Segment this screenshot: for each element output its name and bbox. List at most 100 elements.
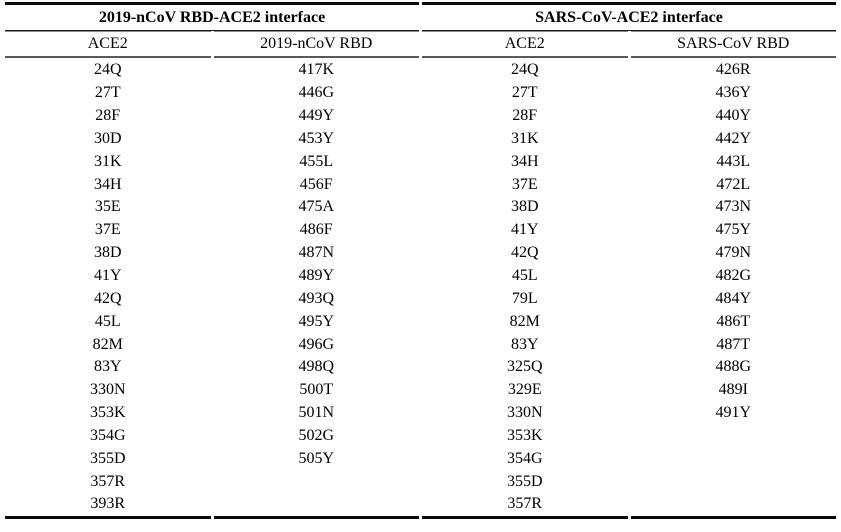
residue-cell: 455L [299,152,334,170]
table-row: 27T 446G 27T 436Y [5,82,836,105]
table-row: 28F 449Y 28F 440Y [5,105,836,128]
residue-cell: 436Y [715,84,752,102]
table-header: 2019-nCoV RBD-ACE2 interface SARS-CoV-AC… [5,2,836,58]
residue-cell: 83Y [510,335,539,353]
residue-cell: 472L [716,175,751,193]
column-header-row: ACE2 2019-nCoV RBD ACE2 SARS-CoV RBD [5,31,836,58]
residue-cell: 426R [715,61,751,79]
table-row: 354G 502G 353K [5,425,836,448]
residue-cell: 45L [511,267,538,285]
residue-cell: 28F [95,107,121,125]
residue-cell: 498Q [298,358,335,376]
residue-cell: 28F [512,107,538,125]
residue-cell: 82M [509,312,540,330]
residue-cell: 500T [299,381,334,399]
residue-cell: 24Q [93,61,122,79]
residue-cell: 442Y [715,129,752,147]
residue-cell: 353K [506,426,543,444]
group-title-ncov: 2019-nCoV RBD-ACE2 interface [5,2,419,31]
residue-cell: 449Y [298,107,335,125]
residue-cell: 45L [94,312,121,330]
residue-cell [631,425,837,448]
residue-cell: 37E [511,175,538,193]
residue-cell: 486T [716,312,751,330]
residue-cell: 475Y [715,221,752,239]
residue-cell: 35E [94,198,121,216]
residue-cell: 34H [93,175,122,193]
group-title-sars: SARS-CoV-ACE2 interface [422,2,836,31]
table-row: 353K 501N 330N 491Y [5,402,836,425]
residue-cell: 24Q [510,61,539,79]
residue-cell: 82M [92,335,123,353]
residue-cell: 489Y [298,267,335,285]
residue-cell: 329E [507,381,542,399]
table-row: 45L 495Y 82M 486T [5,310,836,333]
residue-cell: 440Y [715,107,752,125]
residue-cell: 482G [715,267,752,285]
residue-cell: 501N [298,404,335,422]
table-row: 41Y 489Y 45L 482G [5,265,836,288]
table-row: 38D 487N 42Q 479N [5,242,836,265]
residue-cell: 27T [511,84,538,102]
residue-cell: 417K [298,61,335,79]
residue-cell: 505Y [298,449,335,467]
residue-cell: 30D [93,129,122,147]
table-row: 83Y 498Q 325Q 488G [5,356,836,379]
residue-cell: 41Y [93,267,122,285]
residue-cell: 446G [298,84,335,102]
residue-cell: 479N [715,244,752,262]
residue-cell [631,470,837,493]
residue-cell: 487N [298,244,335,262]
residue-cell: 487T [716,335,751,353]
table-row: 357R 355D [5,470,836,493]
residue-cell: 484Y [715,289,752,307]
residue-cell: 475A [298,198,335,216]
interface-residue-table: 2019-nCoV RBD-ACE2 interface SARS-CoV-AC… [2,2,839,519]
residue-cell: 27T [94,84,121,102]
residue-cell [631,447,837,470]
residue-cell [213,493,419,519]
table-row: 34H 456F 37E 472L [5,173,836,196]
residue-cell: 353K [89,404,126,422]
column-header-sars-rbd: SARS-CoV RBD [630,31,836,58]
table-row: 35E 475A 38D 473N [5,196,836,219]
residue-cell: 393R [5,493,211,519]
residue-cell: 357R [422,493,628,519]
residue-cell [214,470,420,493]
residue-cell: 42Q [510,244,539,262]
table-row: 393R 357R [5,493,836,519]
residue-cell: 355D [506,472,543,490]
residue-cell: 354G [506,449,543,467]
residue-cell: 486F [299,221,333,239]
column-header-ncov-ace2: ACE2 [5,31,211,58]
residue-cell: 357R [90,472,126,490]
residue-cell: 38D [510,198,539,216]
residue-cell: 491Y [715,404,752,422]
residue-cell: 489I [718,381,748,399]
residue-cell: 456F [299,175,333,193]
residue-cell: 41Y [510,221,539,239]
residue-cell: 37E [94,221,121,239]
table-row: 30D 453Y 31K 442Y [5,128,836,151]
residue-cell: 330N [506,404,543,422]
residue-cell: 34H [510,152,539,170]
group-title-row: 2019-nCoV RBD-ACE2 interface SARS-CoV-AC… [5,2,836,31]
column-header-sars-ace2: ACE2 [422,31,628,58]
residue-cell: 31K [510,129,539,147]
residue-cell: 453Y [298,129,335,147]
residue-cell: 42Q [93,289,122,307]
residue-cell: 496G [298,335,335,353]
residue-cell: 31K [93,152,122,170]
residue-cell: 38D [93,244,122,262]
residue-cell: 354G [89,426,126,444]
residue-cell: 83Y [93,358,122,376]
residue-rows: 24Q 417K 24Q 426R 27T 446G 27T 436Y 28F 449Y 28F 44… [5,58,836,519]
table-row: 24Q 417K 24Q 426R [5,58,836,82]
residue-cell [630,493,836,519]
table-row: 37E 486F 41Y 475Y [5,219,836,242]
residue-cell: 355D [89,449,126,467]
residue-cell: 330N [89,381,126,399]
table-row: 42Q 493Q 79L 484Y [5,287,836,310]
table-row: 330N 500T 329E 489I [5,379,836,402]
residue-cell: 502G [298,426,335,444]
